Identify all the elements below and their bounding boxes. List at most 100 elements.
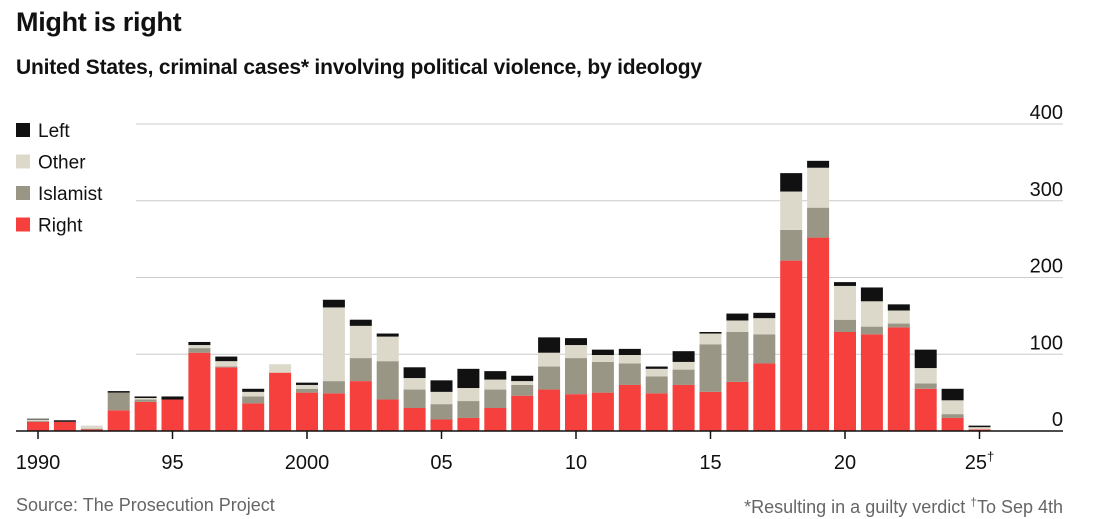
y-axis-ticks: 0 100 200 300 400 (1030, 102, 1063, 431)
bar-left-2020 (834, 282, 856, 286)
bar-right-2018 (780, 260, 803, 431)
legend-label-other: Other (38, 153, 86, 174)
bar-islamist-2000 (296, 388, 318, 393)
bar-islamist-1993 (107, 392, 130, 411)
bar-other-2001 (322, 307, 345, 382)
bar-left-2018 (780, 173, 803, 192)
bar-islamist-2018 (780, 229, 803, 261)
bar-other-2017 (753, 318, 776, 335)
bar-left-2013 (645, 366, 668, 369)
bar-other-2009 (538, 352, 561, 367)
bar-right-2000 (296, 392, 318, 431)
source-note: Source: The Prosecution Project (16, 495, 275, 515)
bar-left-1991 (53, 420, 76, 422)
x-tick-label-2000: 2000 (285, 452, 330, 474)
bar-other-1992 (80, 425, 103, 429)
bar-left-2014 (672, 351, 695, 362)
bar-islamist-2007 (484, 389, 507, 408)
bar-islamist-1998 (242, 396, 265, 404)
gridlines (136, 123, 1063, 355)
bar-islamist-1996 (188, 348, 211, 353)
bar-left-2008 (511, 375, 534, 382)
x-tick-label-2020: 20 (834, 452, 856, 474)
bar-islamist-2008 (511, 384, 534, 396)
bar-islamist-2004 (403, 389, 426, 408)
bar-islamist-1990 (27, 421, 49, 422)
bar-left-2012 (618, 348, 641, 356)
y-tick-label-200: 200 (1030, 256, 1063, 278)
footnote: *Resulting in a guilty verdict †To Sep 4… (744, 495, 1063, 518)
bar-islamist-2006 (457, 401, 480, 418)
bar-other-2018 (780, 191, 803, 230)
footnote-dagger: † (970, 495, 977, 509)
legend-label-islamist: Islamist (38, 184, 103, 205)
legend-swatch-islamist (16, 186, 30, 200)
bar-right-1998 (242, 403, 265, 431)
bar-left-2010 (565, 338, 587, 346)
bar-other-2010 (565, 345, 587, 359)
bar-islamist-2011 (591, 361, 614, 393)
bar-other-1997 (215, 361, 238, 367)
bar-other-2021 (860, 301, 883, 327)
bar-other-2019 (807, 167, 830, 208)
bar-left-2023 (914, 349, 937, 369)
bar-islamist-2023 (914, 383, 937, 389)
bar-islamist-2019 (807, 207, 830, 238)
chart-title: Might is right (16, 7, 182, 37)
bar-left-2025 (968, 425, 991, 428)
bar-islamist-2022 (887, 323, 910, 328)
bar-left-2002 (349, 319, 372, 326)
bar-islamist-2024 (941, 414, 964, 418)
bar-left-2016 (726, 313, 749, 321)
bar-islamist-2009 (538, 366, 561, 390)
bar-left-2000 (296, 382, 318, 385)
bar-right-2002 (349, 381, 372, 431)
bar-other-2014 (672, 361, 695, 370)
footnote-guilty: *Resulting in a guilty verdict (744, 497, 966, 517)
bar-left-1996 (188, 341, 211, 346)
bar-right-2008 (511, 395, 534, 431)
legend-swatch-left (16, 123, 30, 137)
legend-swatch-other (16, 154, 30, 169)
bar-left-2021 (860, 287, 883, 302)
bar-right-2021 (860, 334, 883, 431)
bar-islamist-2003 (376, 361, 399, 400)
bar-islamist-1994 (134, 399, 157, 402)
bar-other-2008 (511, 381, 534, 385)
bar-left-2022 (887, 304, 910, 311)
bar-right-2023 (914, 388, 937, 431)
x-tick-label-2015: 15 (699, 452, 721, 474)
bar-right-2001 (322, 393, 345, 431)
bar-right-2015 (699, 391, 722, 431)
bar-left-2011 (591, 349, 614, 356)
bar-left-2007 (484, 371, 507, 380)
x-axis-ticks: 1990 95 2000 05 10 15 20 25† (16, 431, 994, 474)
bar-right-1996 (188, 352, 211, 431)
bar-left-1990 (27, 418, 49, 420)
bar-right-1991 (53, 421, 76, 431)
bar-right-2013 (645, 393, 668, 431)
bar-left-2003 (376, 333, 399, 337)
y-tick-label-100: 100 (1030, 332, 1063, 354)
bar-right-2003 (376, 399, 399, 431)
bar-islamist-1997 (215, 366, 238, 368)
bar-other-1990 (27, 419, 49, 422)
bar-other-2016 (726, 320, 749, 332)
y-tick-label-400: 400 (1030, 102, 1063, 124)
bar-left-2019 (807, 160, 830, 168)
bar-other-2011 (591, 355, 614, 362)
x-tick-label-2025: 25† (965, 449, 994, 474)
chart-subtitle: United States, criminal cases* involving… (16, 56, 702, 79)
bar-left-1997 (215, 356, 238, 362)
bar-left-2024 (941, 388, 964, 401)
bar-other-2024 (941, 400, 964, 415)
bar-left-2001 (322, 299, 345, 308)
bar-right-2019 (807, 237, 830, 431)
bar-right-2012 (618, 384, 641, 431)
bar-right-2010 (565, 394, 587, 431)
x-tick-label-2010: 10 (565, 452, 587, 474)
bar-other-2013 (645, 368, 668, 377)
bar-other-2025 (968, 427, 991, 430)
bar-other-2022 (887, 310, 910, 324)
bar-left-2005 (430, 380, 453, 392)
